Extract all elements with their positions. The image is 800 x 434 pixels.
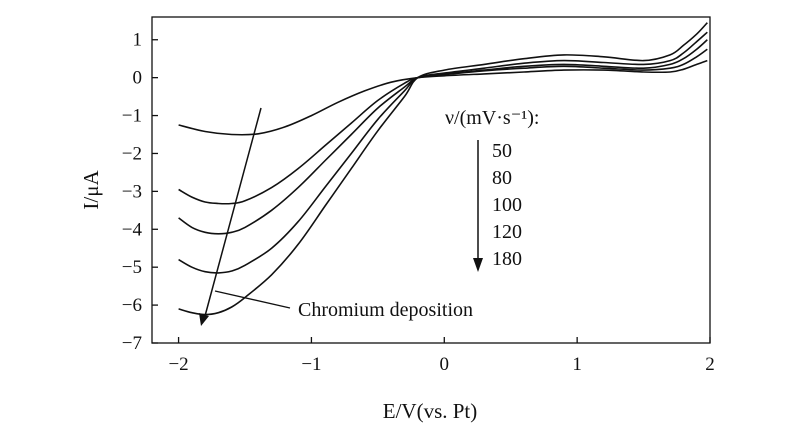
legend-entry: 100 [492, 194, 522, 216]
y-tick-label: −1 [122, 106, 142, 127]
annotation-leader-line [214, 290, 291, 309]
direction-arrow-shaft [204, 107, 262, 317]
series-line-5 [178, 22, 708, 316]
y-tick-label: 1 [133, 30, 143, 51]
annotation-chromium-deposition: Chromium deposition [298, 299, 473, 321]
y-axis-ticks: 1 0 −1 −2 −3 −4 −5 −6 −7 [122, 30, 158, 354]
series-line-1 [178, 59, 708, 136]
series-layer [178, 22, 708, 316]
y-tick-label: −6 [122, 295, 142, 316]
y-tick-label: −4 [122, 219, 143, 240]
x-tick-label: −1 [301, 354, 321, 375]
x-axis-ticks: −2 −1 0 1 2 [168, 337, 715, 375]
y-tick-label: −2 [122, 143, 142, 164]
direction-arrow-head [199, 313, 209, 326]
y-axis-label: I/μA [79, 170, 103, 210]
y-tick-label: −3 [122, 181, 142, 202]
x-tick-label: 2 [705, 354, 715, 375]
y-tick-label: −7 [122, 333, 142, 354]
y-tick-label: 0 [133, 68, 143, 89]
series-line-4 [178, 31, 708, 274]
legend-entries: 50 80 100 120 180 [492, 140, 522, 270]
x-tick-label: −2 [168, 354, 188, 375]
x-tick-label: 0 [440, 354, 450, 375]
plot-frame [151, 16, 711, 344]
legend-title: ν/(mV·s⁻¹): [445, 107, 539, 129]
sweep-direction-arrow [199, 107, 262, 326]
legend-entry: 180 [492, 248, 522, 270]
x-axis-label: E/V(vs. Pt) [383, 399, 478, 423]
x-tick-label: 1 [572, 354, 582, 375]
legend: ν/(mV·s⁻¹): 50 80 100 120 180 [445, 107, 539, 272]
y-tick-label: −5 [122, 257, 142, 278]
legend-entry: 120 [492, 221, 522, 243]
legend-entry: 50 [492, 140, 512, 162]
deposition-annotation: Chromium deposition [214, 290, 473, 321]
series-line-2 [178, 48, 708, 205]
legend-arrow-head [473, 258, 483, 272]
legend-entry: 80 [492, 167, 512, 189]
plot-area-border [151, 16, 711, 344]
